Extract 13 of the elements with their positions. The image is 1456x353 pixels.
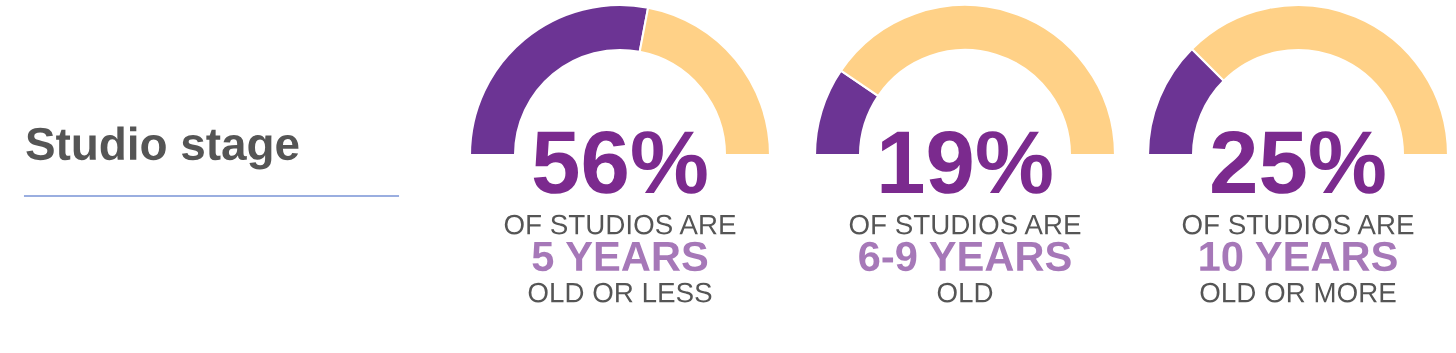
text: OLD OR MORE	[1200, 282, 1396, 303]
text: OF STUDIOS ARE	[1182, 214, 1414, 235]
text: OLD	[937, 282, 993, 303]
text: 25%	[1212, 130, 1385, 194]
text: OLD OR LESS	[528, 282, 712, 303]
text: OF STUDIOS ARE	[849, 214, 1081, 235]
text: 19%	[881, 130, 1052, 194]
text: 56%	[533, 130, 707, 194]
text: 5 YEARS	[532, 241, 708, 272]
text: Studio stage	[26, 126, 299, 170]
text: OF STUDIOS ARE	[504, 214, 736, 235]
text: 10 YEARS	[1200, 241, 1397, 272]
text: 6-9 YEARS	[859, 241, 1071, 272]
